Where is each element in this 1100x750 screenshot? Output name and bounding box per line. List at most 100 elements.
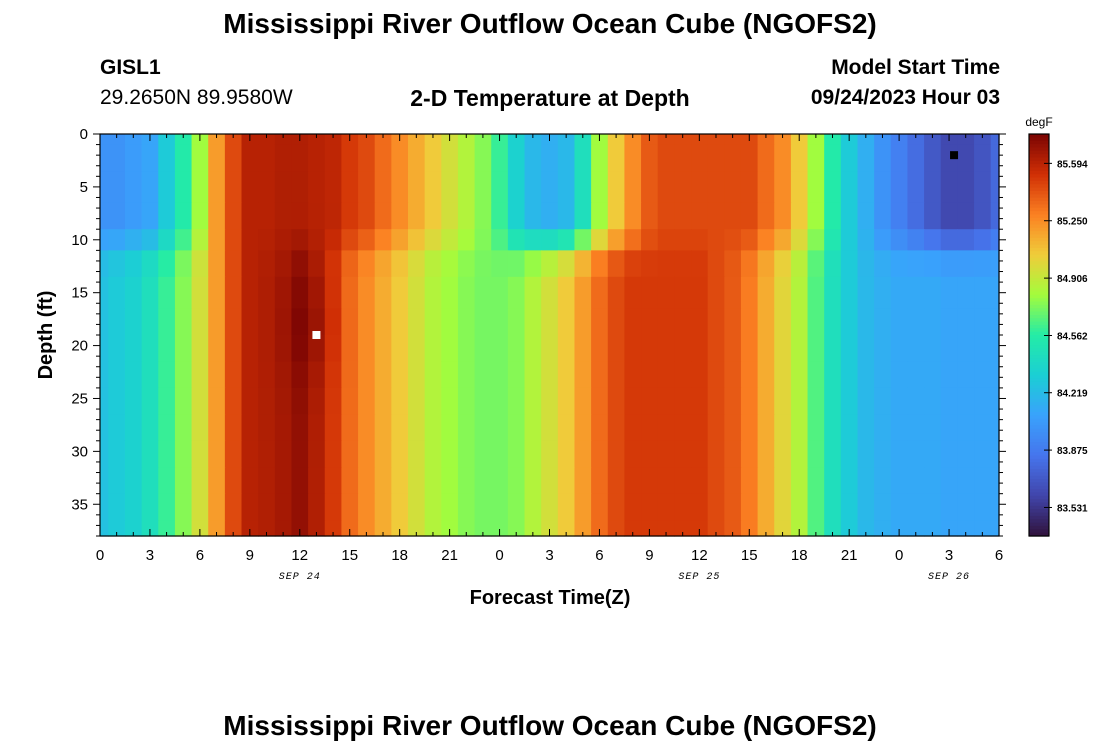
heatmap-cell — [274, 171, 293, 204]
heatmap-cell — [191, 250, 209, 278]
heatmap-cell — [624, 520, 642, 537]
heatmap-cell — [890, 520, 909, 537]
heatmap-cell — [774, 171, 792, 204]
heatmap-cell — [274, 520, 293, 537]
colorbar-segment — [1029, 515, 1049, 520]
heatmap-cell — [291, 308, 309, 336]
heatmap-cell — [574, 171, 592, 204]
heatmap-cell — [424, 144, 442, 172]
heatmap-cell — [424, 308, 442, 336]
heatmap-cell — [474, 229, 492, 251]
colorbar-segment — [1029, 375, 1049, 380]
heatmap-cell — [574, 387, 592, 415]
heatmap-cell — [108, 308, 126, 336]
heatmap-cell — [324, 144, 342, 172]
heatmap-cell — [924, 467, 942, 495]
x-tick-label: 15 — [741, 547, 758, 564]
heatmap-cell — [208, 361, 226, 389]
colorbar-segment — [1029, 207, 1049, 212]
heatmap-cell — [740, 308, 759, 336]
heatmap-cell — [258, 250, 276, 278]
heatmap-cell — [174, 361, 193, 389]
heatmap-cell — [840, 276, 859, 310]
heatmap-cell — [874, 134, 892, 146]
heatmap-cell — [100, 202, 109, 230]
heatmap-cell — [607, 361, 626, 389]
heatmap-cell — [757, 276, 775, 310]
heatmap-cell — [224, 134, 243, 146]
heatmap-cell — [441, 308, 459, 336]
heatmap-cell — [158, 276, 176, 310]
heatmap-cell — [374, 229, 392, 251]
heatmap-cell — [291, 335, 309, 363]
colorbar-segment — [1029, 224, 1049, 229]
heatmap-cell — [391, 171, 409, 204]
heatmap-cell — [141, 229, 159, 251]
heatmap-cell — [391, 308, 409, 336]
heatmap-cell — [857, 493, 875, 521]
heatmap-cell — [191, 229, 209, 251]
heatmap-cell — [374, 308, 392, 336]
heatmap-cell — [990, 361, 1000, 389]
heatmap-cell — [224, 276, 243, 310]
heatmap-cell — [224, 520, 243, 537]
heatmap-cell — [591, 276, 609, 310]
heatmap-cell — [291, 520, 309, 537]
heatmap-cell — [441, 144, 459, 172]
heatmap-cell — [557, 335, 576, 363]
heatmap-cells — [100, 134, 1000, 537]
heatmap-cell — [924, 202, 942, 230]
colorbar-segment — [1029, 201, 1049, 205]
heatmap-cell — [341, 361, 359, 389]
heatmap-cell — [824, 276, 842, 310]
heatmap-cell — [308, 171, 326, 204]
heatmap-cell — [890, 250, 909, 278]
heatmap-cell — [441, 387, 459, 415]
heatmap-cell — [141, 250, 159, 278]
heatmap-cell — [241, 308, 259, 336]
heatmap-cell — [607, 387, 626, 415]
heatmap-cell — [507, 467, 526, 495]
heatmap-cell — [258, 520, 276, 537]
colorbar-segment — [1029, 371, 1049, 376]
colorbar-segment — [1029, 452, 1049, 457]
heatmap-cell — [790, 520, 809, 537]
heatmap-cell — [607, 171, 626, 204]
heatmap-cell — [624, 335, 642, 363]
heatmap-cell — [474, 467, 492, 495]
heatmap-cell — [391, 361, 409, 389]
heatmap-cell — [607, 520, 626, 537]
heatmap-cell — [308, 229, 326, 251]
colorbar-segment — [1029, 324, 1049, 329]
heatmap-cell — [457, 229, 476, 251]
heatmap-cell — [141, 520, 159, 537]
colorbar-segment — [1029, 214, 1049, 219]
heatmap-cell — [757, 171, 775, 204]
heatmap-cell — [691, 229, 709, 251]
heatmap-cell — [824, 144, 842, 172]
colorbar-segment — [1029, 288, 1049, 293]
heatmap-cell — [291, 440, 309, 468]
heatmap-cell — [724, 361, 742, 389]
heatmap-cell — [324, 387, 342, 415]
heatmap-cell — [857, 467, 875, 495]
heatmap-cell — [124, 308, 143, 336]
heatmap-cell — [457, 361, 476, 389]
colorbar-segment — [1029, 204, 1049, 209]
heatmap-cell — [807, 361, 825, 389]
heatmap-cell — [607, 493, 626, 521]
heatmap-cell — [524, 229, 542, 251]
heatmap-cell — [441, 361, 459, 389]
colorbar-segment — [1029, 402, 1049, 406]
heatmap-cell — [557, 440, 576, 468]
heatmap-cell — [457, 276, 476, 310]
heatmap-cell — [208, 467, 226, 495]
heatmap-cell — [208, 134, 226, 146]
colorbar-segment — [1029, 395, 1049, 400]
heatmap-cell — [407, 276, 426, 310]
heatmap-cell — [507, 361, 526, 389]
heatmap-cell — [724, 171, 742, 204]
heatmap-cell — [358, 440, 376, 468]
heatmap-cell — [507, 440, 526, 468]
heatmap-cell — [874, 308, 892, 336]
